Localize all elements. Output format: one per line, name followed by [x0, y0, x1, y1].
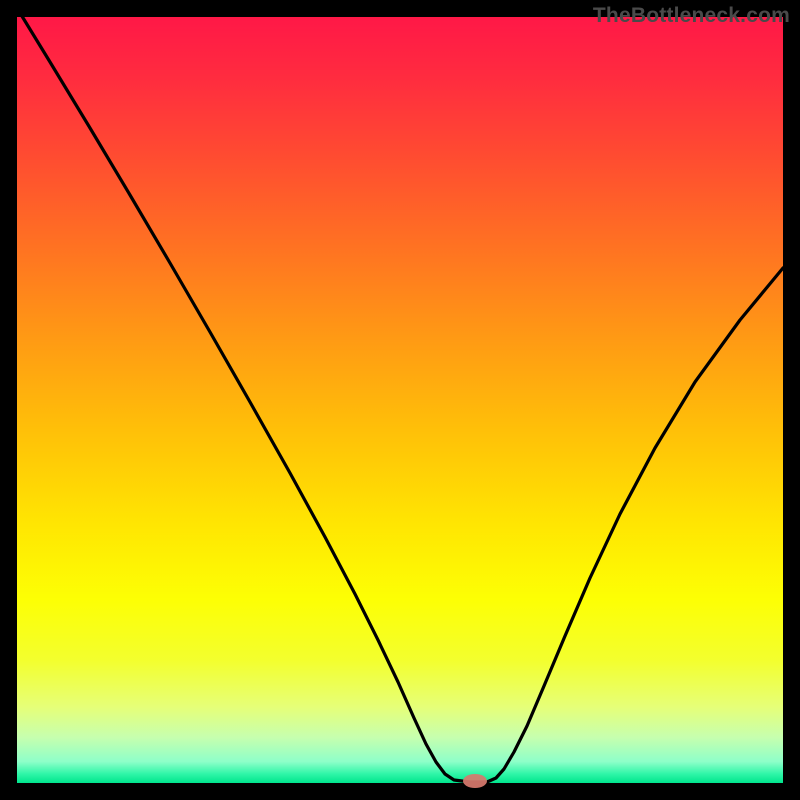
chart-container: { "chart": { "type": "line", "width": 80… — [0, 0, 800, 800]
watermark-text: TheBottleneck.com — [593, 4, 790, 28]
optimal-point-marker — [463, 774, 487, 788]
plot-background — [17, 17, 783, 783]
bottleneck-chart — [0, 0, 800, 800]
